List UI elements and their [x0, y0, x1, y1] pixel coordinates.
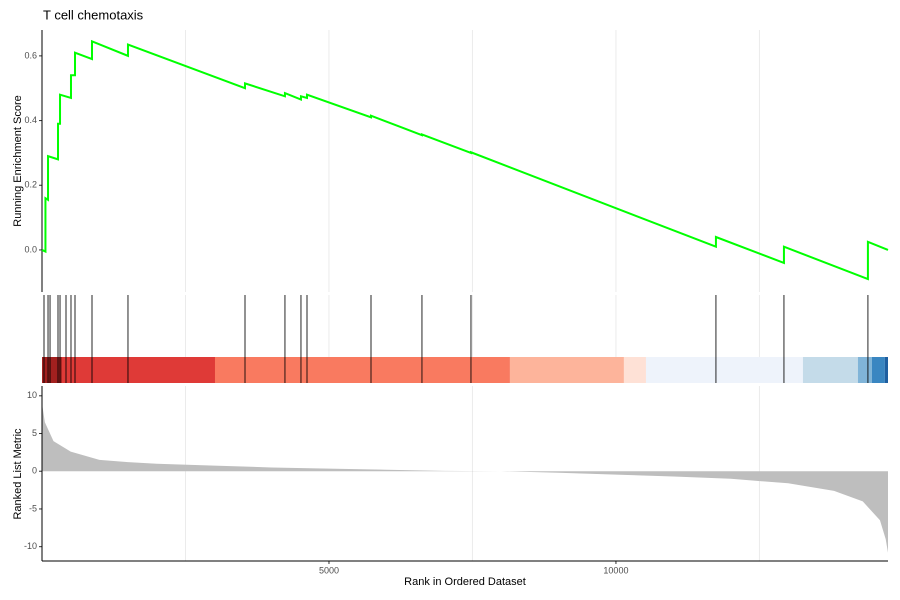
rank-colorbar [871, 357, 885, 383]
x-tick-label: 10000 [603, 565, 628, 575]
rank-colorbar [623, 357, 646, 383]
rank-colorbar [509, 357, 624, 383]
rank-colorbar [214, 357, 510, 383]
y-tick-label: -5 [29, 503, 37, 513]
rank-colorbar [61, 357, 215, 383]
rank-colorbar [884, 357, 888, 383]
x-axis-label: Rank in Ordered Dataset [404, 576, 526, 588]
y-axis-label: Ranked List Metric [12, 428, 24, 520]
metric-area [42, 403, 888, 553]
rank-colorbar [645, 357, 803, 383]
y-tick-label: 0.4 [24, 115, 37, 125]
x-tick-label: 5000 [319, 565, 339, 575]
es-line [41, 39, 889, 281]
y-tick-label: 0 [32, 466, 37, 476]
chart-title: T cell chemotaxis [43, 7, 144, 22]
y-tick-label: 10 [27, 390, 37, 400]
y-tick-label: 0.0 [24, 244, 37, 254]
rank-colorbar [802, 357, 858, 383]
rank-colorbar [42, 357, 62, 383]
y-tick-label: -10 [24, 541, 37, 551]
y-tick-label: 5 [32, 428, 37, 438]
y-tick-label: 0.6 [24, 50, 37, 60]
y-tick-label: 0.2 [24, 180, 37, 190]
y-axis-label: Running Enrichment Score [12, 95, 24, 226]
rank-colorbar [857, 357, 872, 383]
